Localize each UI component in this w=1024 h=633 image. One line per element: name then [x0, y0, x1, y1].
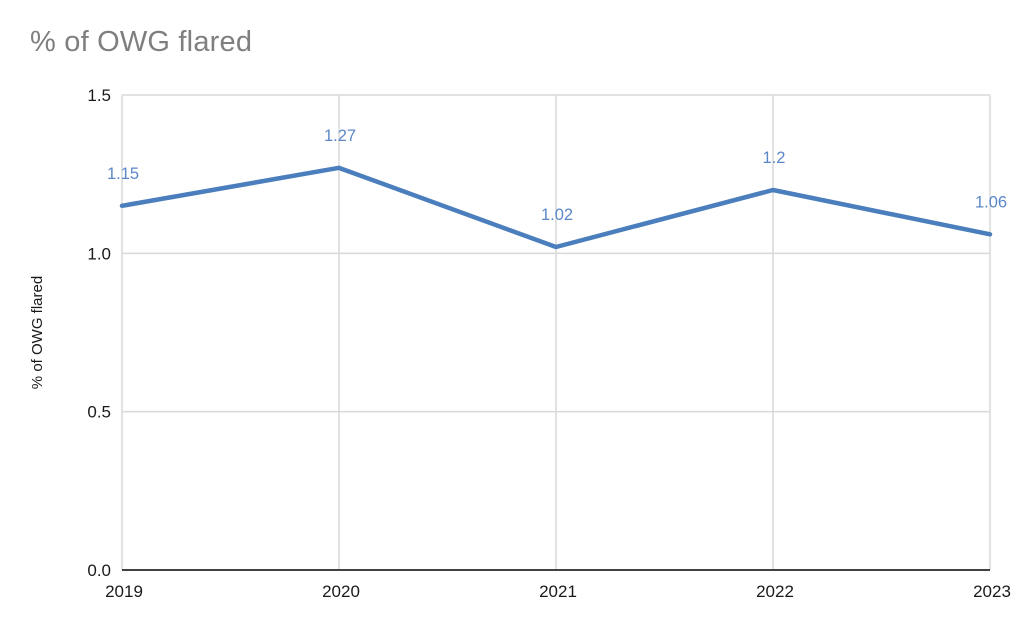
data-point-label: 1.27	[324, 127, 356, 145]
x-tick-label: 2021	[539, 582, 577, 601]
y-tick-label: 1.0	[87, 244, 111, 263]
y-tick-label: 1.5	[87, 86, 111, 105]
data-point-label: 1.06	[975, 193, 1007, 211]
x-tick-label: 2020	[322, 582, 360, 601]
y-tick-label: 0.0	[87, 561, 111, 580]
data-point-label: 1.15	[107, 165, 139, 183]
y-axis-title: % of OWG flared	[29, 276, 46, 389]
x-tick-label: 2019	[105, 582, 143, 601]
x-tick-label: 2023	[973, 582, 1011, 601]
data-point-label: 1.02	[541, 206, 573, 224]
series-line	[119, 165, 993, 250]
data-point-label: 1.2	[763, 149, 786, 167]
chart-title: % of OWG flared	[30, 26, 253, 58]
y-tick-label: 0.5	[87, 403, 111, 422]
x-tick-label: 2022	[756, 582, 794, 601]
